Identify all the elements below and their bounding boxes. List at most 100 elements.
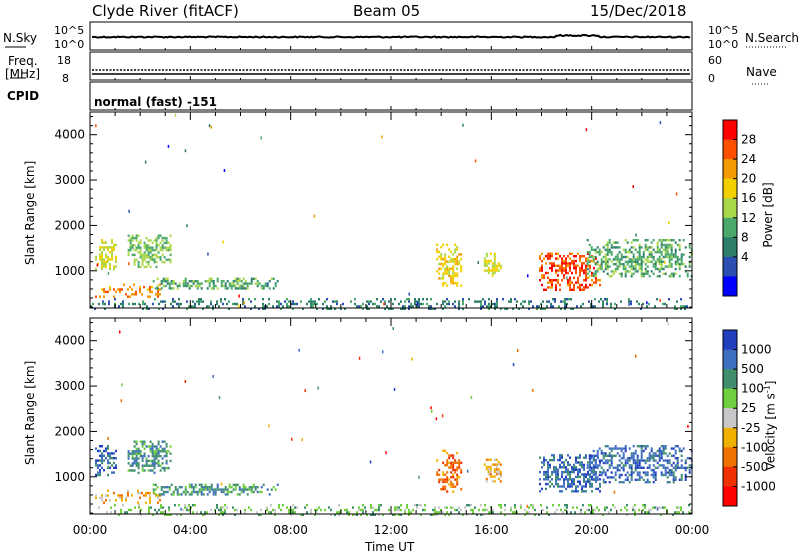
power-cell: [416, 302, 419, 306]
power-cell: [563, 276, 565, 279]
velocity-cell: [622, 464, 625, 467]
velocity-cell: [652, 459, 655, 462]
velocity-cell: [678, 447, 681, 450]
velocity-cell: [572, 506, 574, 509]
velocity-cell: [684, 476, 687, 479]
velocity-cell: [642, 445, 645, 448]
velocity-cell: [98, 506, 100, 509]
velocity-cell: [640, 445, 643, 448]
velocity-cell: [514, 504, 516, 507]
power-cell: [666, 255, 669, 259]
power-cell: [334, 300, 336, 303]
power-cell: [262, 307, 264, 310]
power-cell: [238, 294, 240, 298]
velocity-cell: [499, 475, 502, 478]
velocity-cell: [101, 494, 103, 497]
cpid-panel-frame: [89, 81, 693, 111]
velocity-cell: [495, 468, 498, 471]
velocity-cell: [228, 486, 231, 489]
power-cell: [264, 282, 267, 285]
velocity-cell: [200, 488, 203, 491]
power-cell: [528, 307, 530, 310]
power-cell: [109, 265, 111, 268]
velocity-cell: [497, 468, 500, 471]
velocity-cell: [634, 466, 637, 469]
power-cell: [208, 277, 211, 280]
velocity-cell: [218, 396, 221, 400]
velocity-cell: [656, 507, 659, 511]
velocity-cell: [581, 490, 583, 493]
velocity-cell: [600, 466, 603, 469]
power-cell: [484, 300, 486, 303]
velocity-cell: [600, 452, 603, 455]
velocity-cell: [109, 499, 111, 502]
velocity-cell: [567, 468, 569, 471]
power-cell: [668, 275, 671, 278]
velocity-cell: [644, 459, 647, 462]
power-cell: [668, 255, 671, 259]
velocity-cell: [571, 485, 573, 488]
power-cell: [662, 272, 665, 275]
power-cell: [538, 305, 540, 308]
velocity-cell: [234, 483, 237, 486]
power-cell: [121, 288, 123, 291]
power-cell: [222, 240, 224, 244]
power-cell: [170, 280, 173, 283]
power-cell: [640, 263, 643, 266]
velocity-cell: [157, 440, 160, 443]
velocity-cell: [650, 469, 653, 472]
velocity-colorbar-tick: 25: [741, 401, 756, 415]
power-cell: [616, 241, 619, 244]
velocity-cell: [254, 488, 257, 491]
power-cell: [155, 256, 158, 259]
velocity-cell: [500, 506, 502, 509]
velocity-cell: [632, 461, 635, 465]
power-cell: [270, 277, 273, 280]
velocity-cell: [369, 460, 372, 464]
velocity-cell: [466, 513, 468, 516]
velocity-cell: [148, 511, 150, 514]
power-cell: [599, 279, 601, 282]
velocity-cell: [520, 504, 522, 507]
power-cell: [278, 302, 280, 306]
power-cell: [575, 259, 577, 263]
power-cell: [328, 307, 330, 310]
power-cell: [564, 307, 566, 310]
power-cell: [549, 262, 551, 265]
velocity-cell: [155, 445, 158, 448]
velocity-colorbar-swatch: [723, 369, 737, 390]
power-cell: [131, 239, 134, 242]
velocity-cell: [586, 466, 589, 469]
power-cell: [272, 287, 275, 290]
power-cell: [146, 307, 148, 310]
power-cell: [684, 265, 687, 268]
power-cell: [190, 280, 193, 283]
velocity-cell: [234, 513, 236, 516]
power-cell: [640, 260, 643, 263]
velocity-cell: [658, 449, 661, 453]
velocity-cell: [218, 508, 220, 512]
velocity-cell: [487, 473, 490, 476]
velocity-cell: [131, 464, 134, 467]
power-cell: [664, 265, 667, 268]
power-cell: [169, 248, 172, 252]
power-cell: [422, 302, 424, 306]
velocity-cell: [660, 452, 663, 455]
velocity-cell: [583, 478, 585, 481]
velocity-cell: [442, 480, 445, 484]
power-cell: [660, 265, 663, 268]
velocity-cell: [674, 511, 676, 514]
velocity-cell: [640, 452, 643, 455]
power-cell: [250, 300, 252, 303]
power-cell: [200, 287, 203, 290]
velocity-cell: [686, 457, 689, 460]
power-cell: [595, 281, 597, 284]
velocity-cell: [194, 490, 197, 494]
velocity-cell: [565, 466, 567, 469]
power-cell: [554, 298, 556, 301]
velocity-cell: [242, 486, 245, 489]
velocity-cell: [294, 511, 296, 514]
power-cell: [620, 263, 623, 266]
velocity-cell: [103, 454, 105, 457]
